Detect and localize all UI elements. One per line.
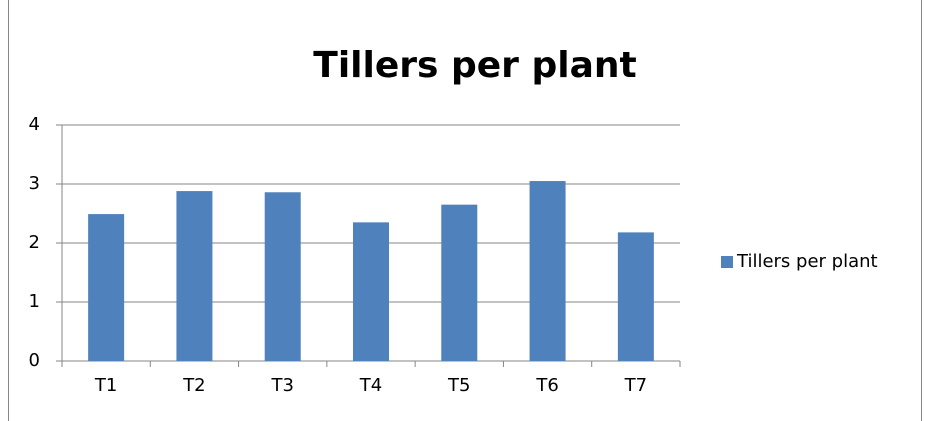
legend-swatch <box>721 256 733 268</box>
y-tick-label: 4 <box>29 114 40 135</box>
chart-title: Tillers per plant <box>313 45 636 86</box>
y-tick-label: 3 <box>29 173 40 194</box>
bar <box>88 214 125 361</box>
x-tick-label: T7 <box>624 375 647 396</box>
bar <box>441 204 478 361</box>
bar <box>529 181 566 361</box>
x-tick-label: T2 <box>182 375 205 396</box>
x-tick-label: T6 <box>535 375 558 396</box>
x-tick-label: T5 <box>447 375 470 396</box>
y-tick-label: 1 <box>29 291 40 312</box>
x-tick-label: T3 <box>270 375 293 396</box>
x-tick-label: T4 <box>359 375 382 396</box>
bar <box>176 191 213 361</box>
legend-label: Tillers per plant <box>736 251 878 272</box>
bar <box>264 192 301 361</box>
x-tick-label: T1 <box>94 375 117 396</box>
bar <box>617 232 654 361</box>
bar <box>353 222 389 361</box>
y-tick-label: 2 <box>29 232 40 253</box>
y-tick-label: 0 <box>29 350 40 371</box>
